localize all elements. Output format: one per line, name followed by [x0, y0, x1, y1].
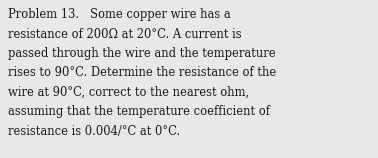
- Text: rises to 90°C. Determine the resistance of the: rises to 90°C. Determine the resistance …: [8, 67, 276, 79]
- Text: wire at 90°C, correct to the nearest ohm,: wire at 90°C, correct to the nearest ohm…: [8, 86, 249, 99]
- Text: assuming that the temperature coefficient of: assuming that the temperature coefficien…: [8, 106, 270, 118]
- Text: passed through the wire and the temperature: passed through the wire and the temperat…: [8, 47, 276, 60]
- Text: resistance of 200Ω at 20°C. A current is: resistance of 200Ω at 20°C. A current is: [8, 27, 242, 40]
- Text: resistance is 0.004/°C at 0°C.: resistance is 0.004/°C at 0°C.: [8, 125, 180, 138]
- Text: Problem 13.   Some copper wire has a: Problem 13. Some copper wire has a: [8, 8, 231, 21]
